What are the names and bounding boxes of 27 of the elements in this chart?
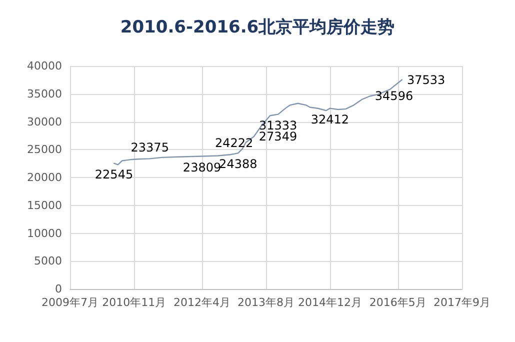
chart-title: 2010.6-2016.6北京平均房价走势 <box>120 18 395 38</box>
x-tick-label: 2012年4月 <box>174 296 231 309</box>
y-tick-label: 25000 <box>27 143 62 156</box>
data-label: 24388 <box>219 157 258 172</box>
y-tick-label: 5000 <box>34 254 62 268</box>
x-tick-label: 2013年8月 <box>238 296 294 309</box>
y-tick-label: 30000 <box>27 115 62 128</box>
y-tick-label: 0 <box>55 282 62 296</box>
data-label: 31333 <box>258 118 298 132</box>
y-tick-label: 40000 <box>27 60 62 72</box>
x-tick-label: 2017年9月 <box>434 296 490 309</box>
data-label: 24222 <box>214 136 254 150</box>
x-tick-label: 2010年11月 <box>102 296 166 309</box>
y-tick-label: 20000 <box>27 171 62 184</box>
data-label: 32412 <box>310 112 350 126</box>
data-label: 34596 <box>374 89 414 104</box>
data-label: 22545 <box>94 167 134 182</box>
y-tick-label: 35000 <box>27 87 62 100</box>
x-tick-label: 2009年7月 <box>42 296 98 309</box>
data-label: 27349 <box>258 130 298 144</box>
x-tick-label: 2014年12月 <box>298 296 362 309</box>
data-label: 23809 <box>182 160 222 174</box>
data-label: 37533 <box>406 72 446 87</box>
x-tick-label: 2016年5月 <box>369 296 426 309</box>
y-tick-label: 15000 <box>27 198 62 212</box>
y-tick-label: 10000 <box>27 226 62 240</box>
data-label: 23375 <box>130 140 169 155</box>
